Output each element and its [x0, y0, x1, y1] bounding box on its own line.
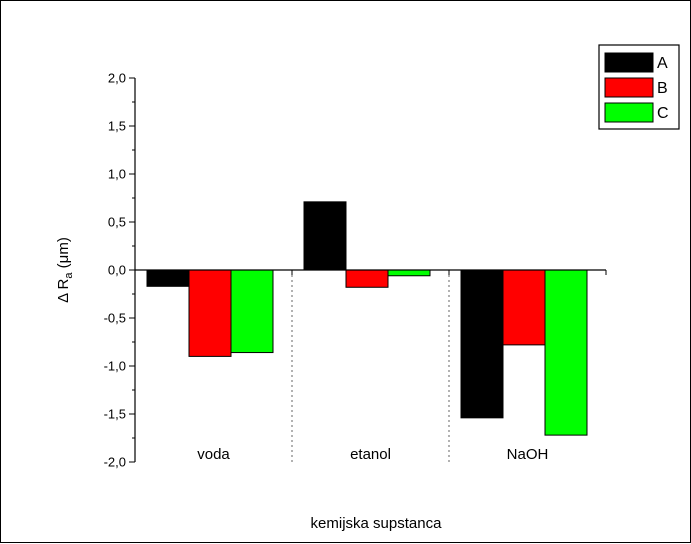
legend-swatch-B [604, 77, 654, 98]
y-tick-label: 1,0 [108, 167, 126, 182]
legend-label-C: C [657, 105, 669, 122]
bar-A-NaOH [460, 269, 504, 419]
y-tick-label: 2,0 [108, 71, 126, 86]
legend: ABC [598, 44, 680, 130]
y-tick-label: -1,5 [104, 407, 126, 422]
y-tick-label: -0,5 [104, 311, 126, 326]
labels-group: -2,0 -1,5 -1,0 -0,5 0,0 0,5 1,0 1,5 2,0 voda etano… [55, 71, 548, 533]
y-tick-label: 0,5 [108, 215, 126, 230]
legend-swatch-A [604, 52, 654, 73]
bars-group [146, 201, 588, 436]
category-label-voda: voda [197, 446, 230, 463]
y-tick-label: -2,0 [104, 455, 126, 470]
bar-A-voda [146, 269, 190, 287]
bar-C-NaOH [544, 269, 588, 436]
legend-label-B: B [657, 80, 668, 97]
category-label-etanol: etanol [350, 446, 391, 463]
bar-A-etanol [303, 201, 347, 271]
legend-label-A: A [657, 55, 668, 72]
bar-C-etanol [387, 269, 431, 277]
legend-swatch-C [604, 102, 654, 123]
bar-C-voda [230, 269, 274, 354]
y-tick-label: 1,5 [108, 119, 126, 134]
y-axis-title: Δ Ra (μm) [55, 237, 75, 303]
bar-B-etanol [345, 269, 389, 288]
axes-group [129, 77, 607, 463]
bar-B-voda [188, 269, 232, 357]
category-label-NaOH: NaOH [507, 446, 549, 463]
y-tick-label: 0,0 [108, 263, 126, 278]
x-axis-title: kemijska supstanca [311, 515, 443, 532]
bar-B-NaOH [502, 269, 546, 346]
y-tick-label: -1,0 [104, 359, 126, 374]
